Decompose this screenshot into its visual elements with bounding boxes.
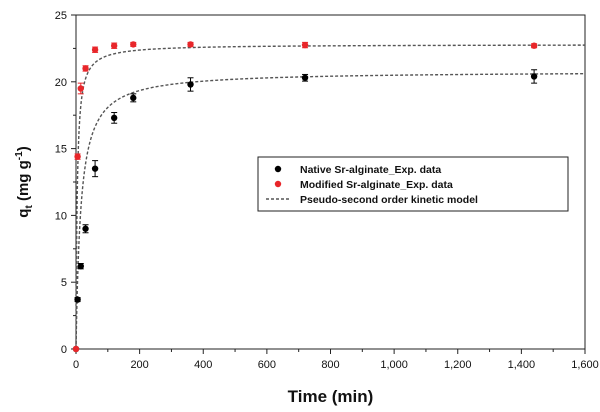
plot-area: 0 200 400 600 800 1,000 1,200 1,400 1,600 0 5 10 15 2… (55, 10, 599, 371)
native-data-point (110, 114, 118, 122)
x-tick-label: 800 (321, 359, 339, 371)
native-data-point (91, 165, 99, 172)
modified-data-point (74, 153, 81, 160)
native-data-point (130, 94, 137, 102)
legend-label: Pseudo-second order kinetic model (300, 194, 478, 206)
modified-data-point (301, 41, 309, 49)
x-tick-label: 600 (258, 359, 276, 371)
x-tick-label: 1,200 (444, 359, 472, 371)
modified-data-point (91, 46, 99, 53)
legend: Native Sr-alginate_Exp. data Modified Sr-… (257, 156, 569, 212)
y-axis-title: qt (mg g-1) (14, 146, 35, 217)
fit-curve-2 (75, 44, 585, 350)
fit-curve-1 (75, 73, 586, 350)
modified-data-point (187, 41, 194, 48)
native-data-point (82, 225, 89, 232)
modified-data-point (72, 345, 80, 353)
modified-data-point (130, 41, 137, 48)
legend-marker-swatch (274, 165, 282, 173)
y-tick-label: 0 (61, 344, 67, 356)
x-tick-label: 1,000 (380, 359, 408, 371)
y-title-unit: (mg g (15, 160, 32, 205)
modified-data-point (82, 65, 89, 72)
x-tick-label: 400 (194, 359, 212, 371)
y-tick-label: 10 (55, 210, 67, 222)
legend-label: Modified Sr-alginate_Exp. data (300, 179, 453, 191)
native-data-point (301, 74, 309, 81)
x-tick-label: 0 (73, 359, 79, 371)
native-data-point (74, 296, 81, 303)
y-title-main: q (15, 209, 32, 218)
modified-data-point (110, 42, 118, 49)
modified-data-point (530, 42, 538, 49)
legend-marker-swatch (274, 180, 282, 188)
native-data-point (530, 73, 538, 80)
x-tick-label: 1,400 (508, 359, 536, 371)
x-tick-label: 200 (130, 359, 148, 371)
native-data-point (187, 81, 194, 88)
x-tick-label: 1,600 (571, 359, 599, 371)
y-tick-label: 15 (55, 144, 67, 156)
modified-data-point (77, 85, 84, 92)
y-tick-label: 25 (55, 10, 67, 22)
y-tick-label: 5 (61, 277, 67, 289)
y-title-subscript: t (24, 205, 35, 209)
x-axis-title: Time (min) (288, 387, 374, 406)
legend-box (257, 156, 569, 212)
native-data-point (77, 262, 84, 270)
y-title-superscript: -1 (14, 151, 25, 160)
legend-label: Native Sr-alginate_Exp. data (300, 164, 441, 176)
y-title-unit-end: ) (15, 146, 32, 151)
y-tick-label: 20 (55, 77, 67, 89)
